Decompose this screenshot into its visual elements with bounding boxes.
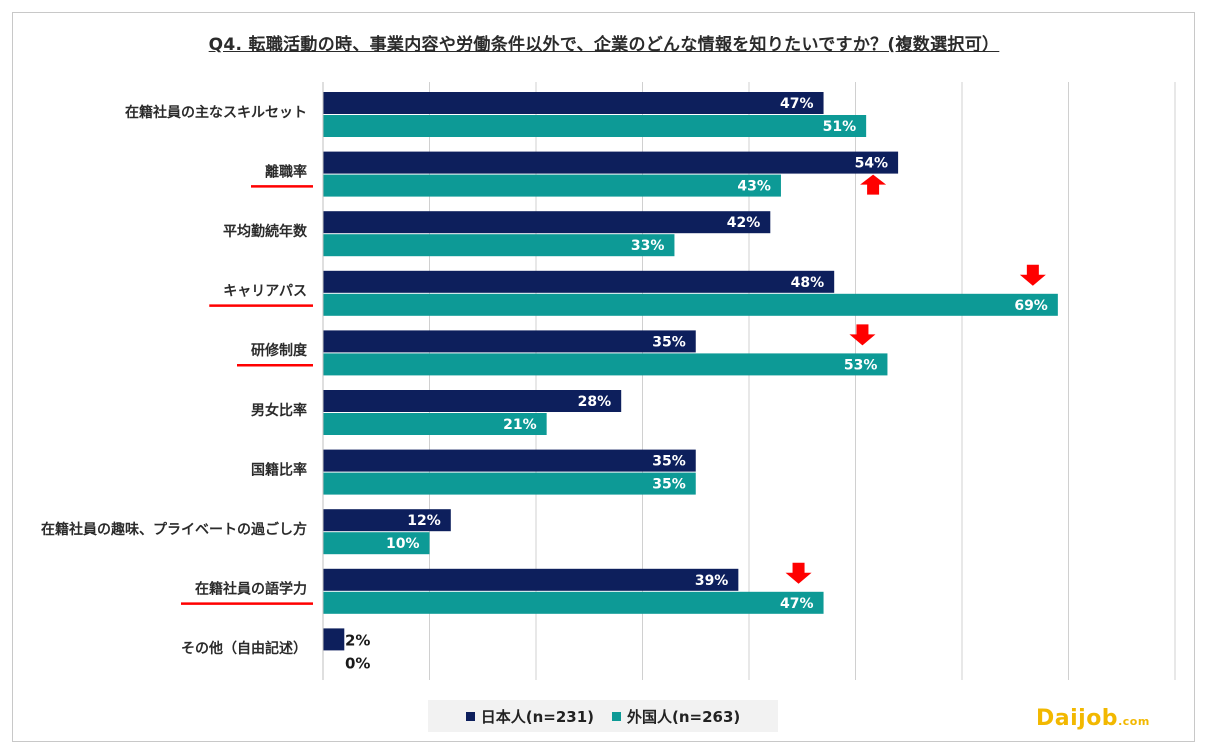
bar-japanese [323, 151, 899, 174]
data-label: 0% [345, 654, 370, 672]
bar-foreign [323, 353, 888, 376]
chart-legend: 日本人(n=231) 外国人(n=263) [428, 700, 778, 732]
bar-foreign [323, 115, 867, 137]
bar-japanese [323, 211, 771, 234]
bar-japanese [323, 270, 835, 293]
data-label: 54% [855, 156, 889, 172]
chart-title: Q4. 転職活動の時、事業内容や労働条件以外で、企業のどんな情報を知りたいですか… [208, 35, 1000, 55]
category-label: 離職率 [265, 163, 307, 180]
data-label: 35% [652, 477, 686, 493]
bar-foreign [323, 174, 781, 197]
data-label: 21% [503, 417, 537, 433]
legend-label-foreign: 外国人(n=263) [627, 707, 741, 726]
bar-japanese [323, 92, 824, 114]
category-label: 平均勤続年数 [223, 223, 308, 240]
data-label: 35% [652, 334, 686, 350]
data-label: 47% [780, 596, 814, 612]
bar-foreign [323, 293, 1058, 316]
data-label: 2% [345, 631, 370, 649]
arrow-down-icon [1019, 264, 1046, 286]
data-label: 51% [823, 119, 857, 135]
category-label: 国籍比率 [251, 461, 307, 478]
arrow-down-icon [849, 324, 876, 346]
data-label: 35% [652, 454, 686, 470]
category-label: 男女比率 [251, 402, 307, 419]
legend-swatch-foreign [612, 711, 621, 721]
data-label: 10% [386, 536, 420, 552]
category-label: その他（自由記述） [181, 640, 307, 657]
legend-item-japanese: 日本人(n=231) [465, 706, 594, 727]
bar-foreign [323, 472, 696, 495]
data-label: 12% [407, 513, 441, 529]
category-label: 在籍社員の趣味、プライベートの過ごし方 [41, 521, 307, 538]
bar-foreign [323, 234, 675, 257]
bar-japanese [323, 390, 622, 412]
bar-foreign [323, 532, 430, 555]
legend-label-japanese: 日本人(n=231) [480, 707, 594, 726]
data-label: 28% [578, 394, 612, 410]
bar-foreign [323, 591, 824, 614]
data-label: 42% [727, 215, 761, 231]
bar-japanese [323, 330, 696, 353]
bar-japanese [323, 628, 345, 651]
bar-japanese [323, 509, 451, 532]
category-label: キャリアパス [223, 284, 307, 300]
data-label: 48% [791, 275, 825, 291]
bar-foreign [323, 413, 547, 435]
data-label: 69% [1014, 298, 1048, 314]
data-label: 53% [844, 357, 878, 373]
data-label: 43% [737, 179, 771, 195]
category-label: 研修制度 [251, 342, 308, 359]
bar-japanese [323, 568, 739, 591]
arrow-up-icon [860, 174, 887, 195]
brand-logo: Daijob.com [1036, 706, 1150, 731]
data-label: 47% [780, 96, 814, 112]
legend-item-foreign: 外国人(n=263) [612, 706, 740, 727]
data-label: 33% [631, 238, 665, 254]
category-label: 在籍社員の主なスキルセット [125, 104, 307, 121]
legend-swatch-japanese [465, 711, 475, 721]
data-label: 39% [695, 573, 729, 589]
category-label: 在籍社員の語学力 [195, 581, 307, 598]
bar-japanese [323, 449, 696, 472]
arrow-down-icon [785, 562, 812, 584]
